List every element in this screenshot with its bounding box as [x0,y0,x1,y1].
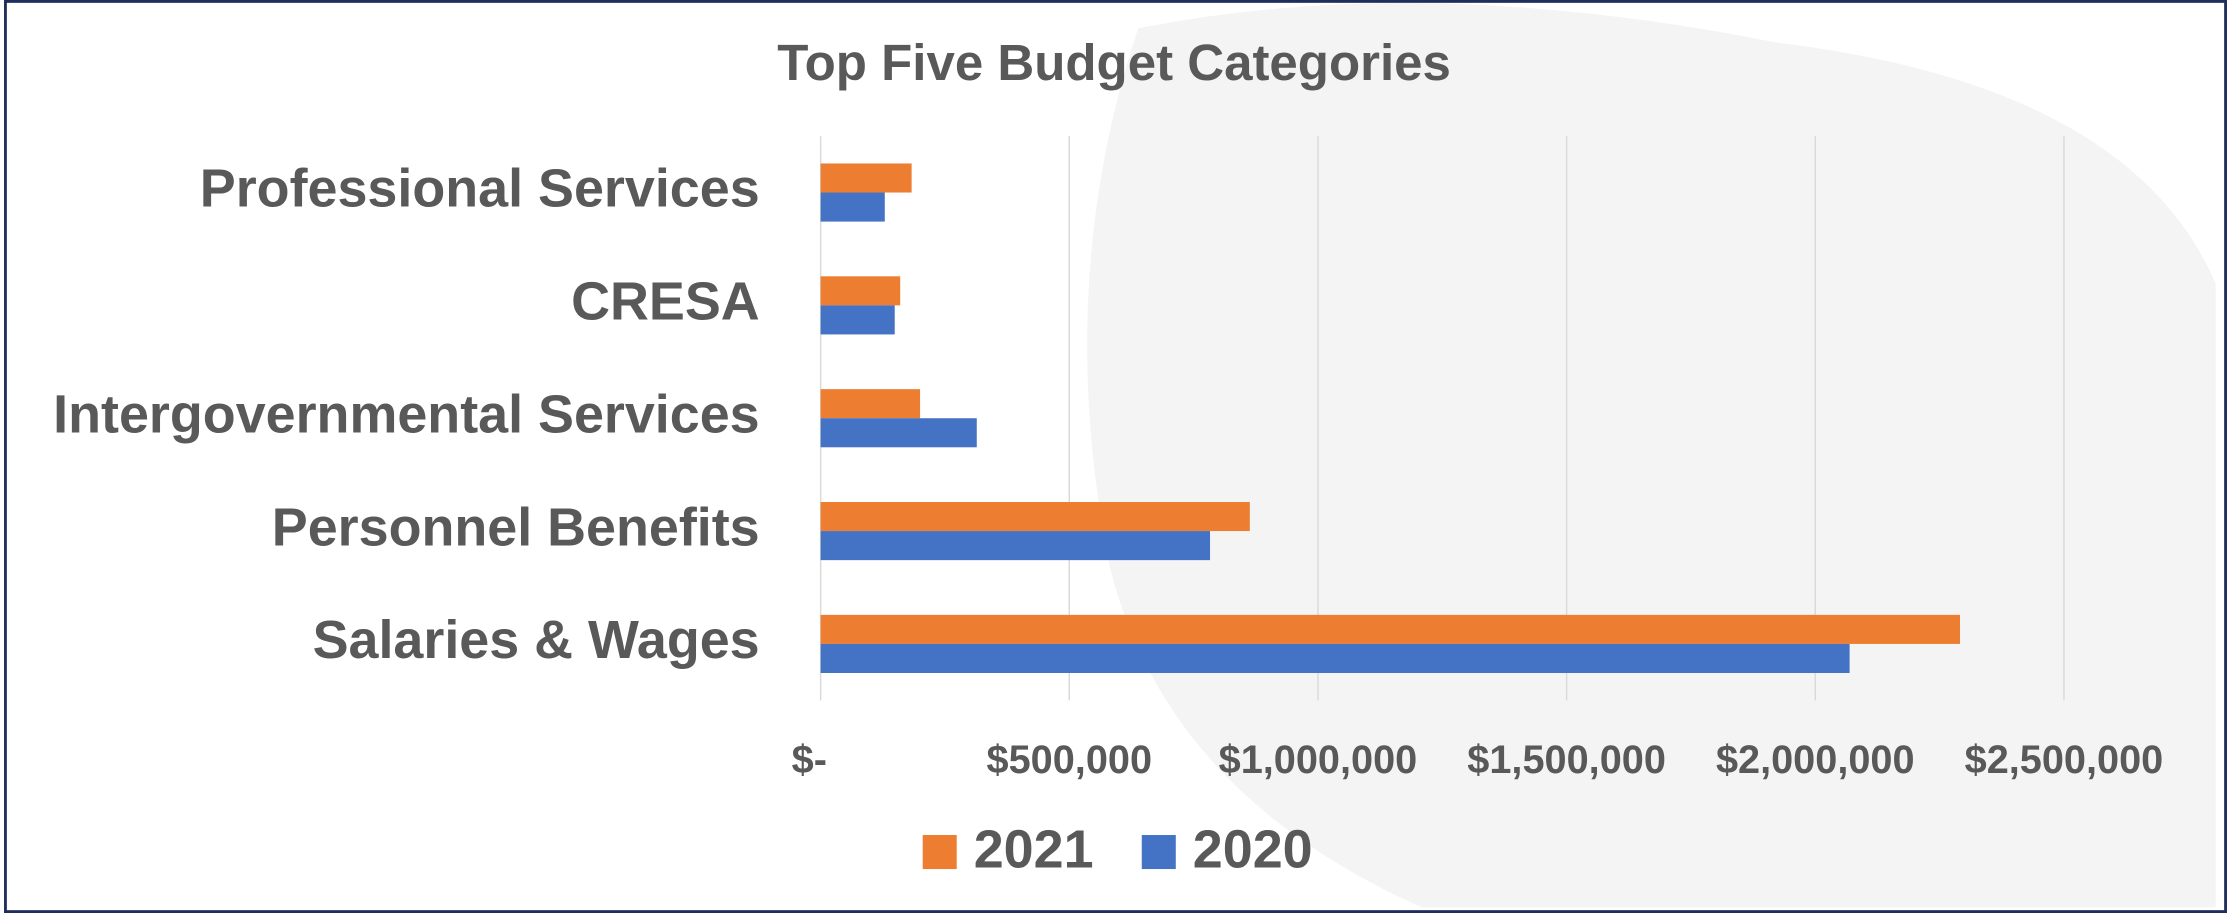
y-tick-label: CRESA [571,272,760,332]
y-tick-label: Salaries & Wages [313,610,760,670]
y-tick-label: Professional Services [200,159,760,219]
bar [820,305,895,335]
bar [820,531,1211,561]
legend-swatch [1141,835,1176,870]
chart-title: Top Five Budget Categories [777,34,1451,91]
legend-swatch [922,835,957,870]
x-tick-label: $500,000 [987,738,1153,782]
y-tick-label: Personnel Benefits [272,497,760,557]
frame [4,0,2227,913]
bar [820,163,912,193]
legend-label: 2021 [974,820,1094,880]
x-tick-label: $1,500,000 [1467,738,1666,782]
bar [820,502,1250,532]
x-tick-label: $2,500,000 [1965,738,2164,782]
legend-label: 2020 [1193,820,1313,880]
bar [820,418,977,448]
x-tick-label: $2,000,000 [1716,738,1915,782]
x-tick-label: $- [792,738,827,782]
bar [820,276,901,306]
y-tick-label: Intergovernmental Services [53,384,759,444]
bar [820,614,1961,644]
bar [820,389,921,419]
background-map [1087,3,2216,908]
x-tick-label: $1,000,000 [1219,738,1418,782]
bar [820,192,885,222]
bar [820,643,1850,673]
